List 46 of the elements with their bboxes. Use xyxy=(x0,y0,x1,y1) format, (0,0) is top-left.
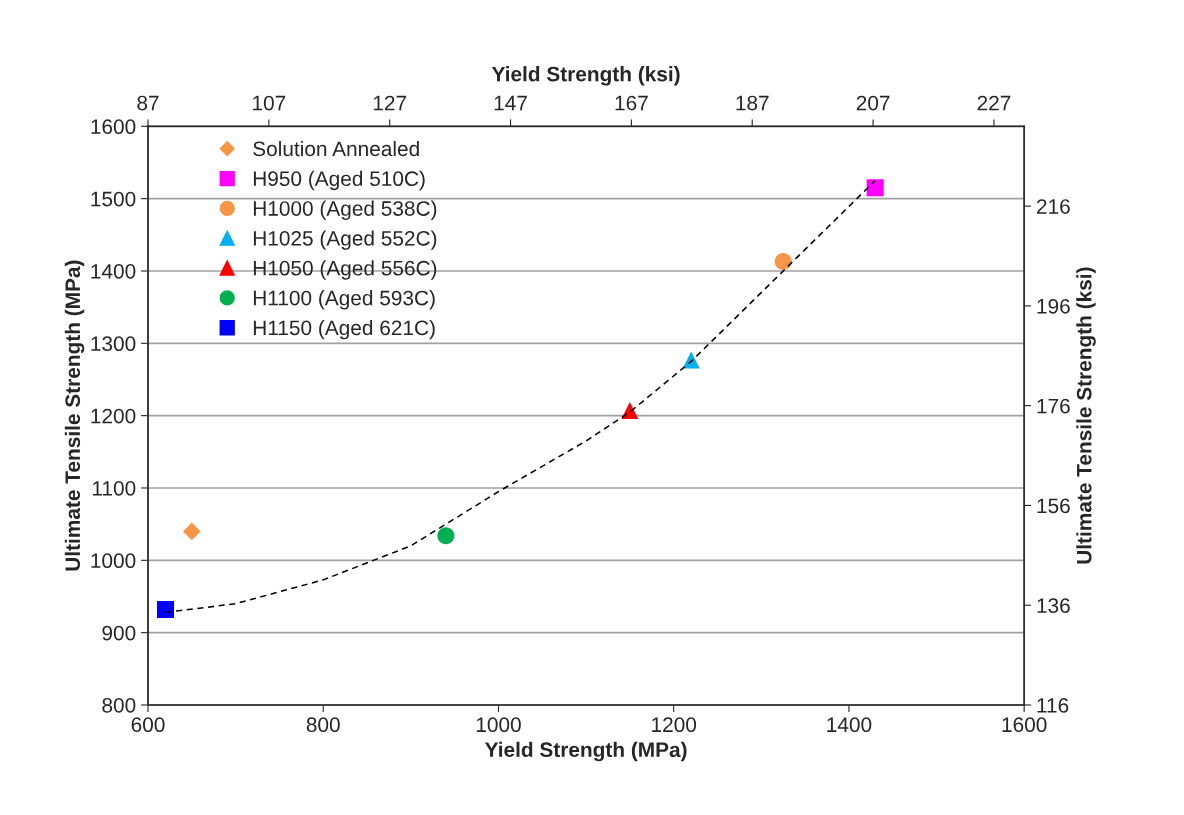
x2-tick-label: 187 xyxy=(736,95,769,111)
x2-tick-label: 167 xyxy=(615,95,648,111)
y2-tick-label: 176 xyxy=(1037,398,1070,414)
x-tick-label: 1200 xyxy=(652,717,697,733)
y-tick-label: 1100 xyxy=(92,480,136,496)
x-tick-label: 1600 xyxy=(1002,717,1047,733)
legend-label: H1050 (Aged 556C) xyxy=(253,260,437,280)
y-tick-label: 1600 xyxy=(91,119,136,135)
point xyxy=(437,527,455,545)
y-tick-label: 1200 xyxy=(91,408,136,424)
y-tick-label: 1000 xyxy=(91,553,136,569)
x-tick-label: 1400 xyxy=(827,717,872,733)
y2-axis-title: Ultimate Tensile Strength (ksi) xyxy=(1076,267,1096,564)
x2-axis-title: Yield Strength (ksi) xyxy=(491,66,680,86)
x2-tick-label: 147 xyxy=(494,95,527,111)
point xyxy=(621,402,639,420)
legend-label: H950 (Aged 510C) xyxy=(253,170,425,191)
y-tick-label: 1300 xyxy=(91,336,136,352)
legend-label: H1150 (Aged 621C) xyxy=(253,319,435,340)
legend-label: H1025 (Aged 552C) xyxy=(253,230,437,250)
x2-tick-label: 107 xyxy=(253,95,286,111)
point xyxy=(183,522,201,541)
y-tick-label: 1500 xyxy=(91,191,136,207)
legend-label: H1100 (Aged 593C) xyxy=(253,290,435,310)
y-tick-label: 800 xyxy=(102,697,136,713)
x-tick-label: 600 xyxy=(131,717,165,733)
y2-tick-label: 216 xyxy=(1037,199,1070,214)
y-axis-title: Ultimate Tensile Strength (MPa) xyxy=(64,260,85,571)
y2-tick-label: 196 xyxy=(1037,298,1070,314)
y-tick-label: 900 xyxy=(102,625,136,641)
x2-tick-label: 127 xyxy=(373,95,407,111)
point xyxy=(157,600,175,618)
x2-tick-label: 227 xyxy=(977,95,1011,111)
point xyxy=(866,179,884,197)
y-tick-label: 1400 xyxy=(91,263,136,279)
y2-tick-label: 156 xyxy=(1037,498,1070,514)
x-axis-title: Yield Strength (MPa) xyxy=(484,741,687,762)
x2-tick-label: 207 xyxy=(856,95,890,111)
x2-tick-label: 87 xyxy=(137,95,159,111)
point xyxy=(774,253,792,271)
legend-label: H1000 (Aged 538C) xyxy=(253,200,437,220)
y2-tick-label: 136 xyxy=(1037,598,1070,613)
x-tick-label: 800 xyxy=(306,717,340,733)
y2-tick-label: 116 xyxy=(1037,697,1069,713)
legend-label: Solution Annealed xyxy=(253,140,419,157)
x-tick-label: 1000 xyxy=(476,717,521,733)
